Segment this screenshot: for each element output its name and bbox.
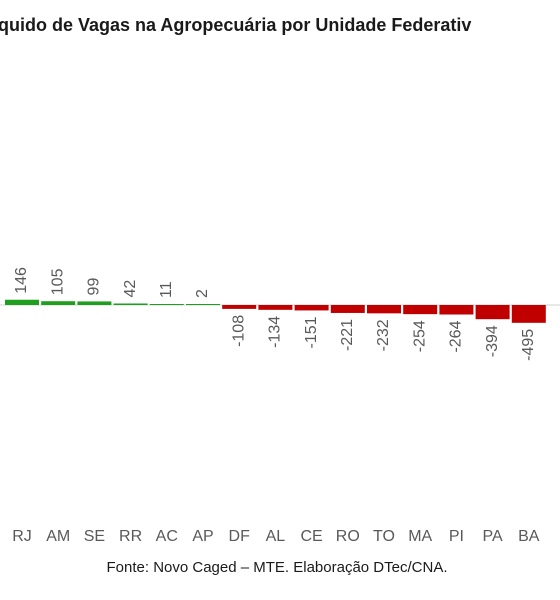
value-label: 11 <box>158 281 175 298</box>
x-tick-label: PA <box>483 528 503 545</box>
value-label: -108 <box>230 315 247 347</box>
bar <box>439 305 474 315</box>
value-label: 42 <box>122 280 139 298</box>
value-label: -151 <box>303 316 320 348</box>
x-tick-label: CE <box>300 528 322 545</box>
bar <box>475 305 510 320</box>
value-label: 2 <box>194 289 211 298</box>
x-tick-label: SE <box>84 528 105 545</box>
x-tick-label: PI <box>449 528 464 545</box>
x-tick-label: BA <box>518 528 540 545</box>
value-label: -221 <box>339 319 356 351</box>
value-label: -495 <box>520 329 537 361</box>
x-tick-label: AP <box>192 528 213 545</box>
bar <box>113 303 148 305</box>
value-label: -254 <box>411 320 428 352</box>
value-label: -264 <box>448 320 465 352</box>
bar <box>511 305 546 323</box>
x-tick-label: AL <box>266 528 286 545</box>
source-note: Fonte: Novo Caged – MTE. Elaboração DTec… <box>107 559 448 576</box>
value-label: -394 <box>484 325 501 357</box>
x-tick-label: RJ <box>12 528 32 545</box>
value-label: 105 <box>49 268 66 295</box>
bar <box>222 305 257 309</box>
value-label: -134 <box>267 316 284 348</box>
value-label: 99 <box>86 278 103 296</box>
bar <box>5 299 39 305</box>
x-tick-label: DF <box>229 528 251 545</box>
value-label: -232 <box>375 319 392 351</box>
x-tick-label: TO <box>373 528 395 545</box>
x-tick-label: AM <box>46 528 70 545</box>
bar <box>258 305 293 310</box>
bar <box>41 301 76 305</box>
x-tick-label: AC <box>156 528 178 545</box>
bar <box>403 305 438 315</box>
x-tick-label: RO <box>336 528 360 545</box>
value-label: 146 <box>13 267 30 294</box>
x-tick-label: MA <box>408 528 432 545</box>
bar <box>367 305 401 314</box>
bar <box>77 301 112 305</box>
bar <box>186 304 220 305</box>
bar <box>149 304 184 305</box>
chart-title: quido de Vagas na Agropecuária por Unida… <box>0 15 471 35</box>
x-tick-label: RR <box>119 528 142 545</box>
bar <box>294 305 329 311</box>
bar <box>330 305 365 313</box>
